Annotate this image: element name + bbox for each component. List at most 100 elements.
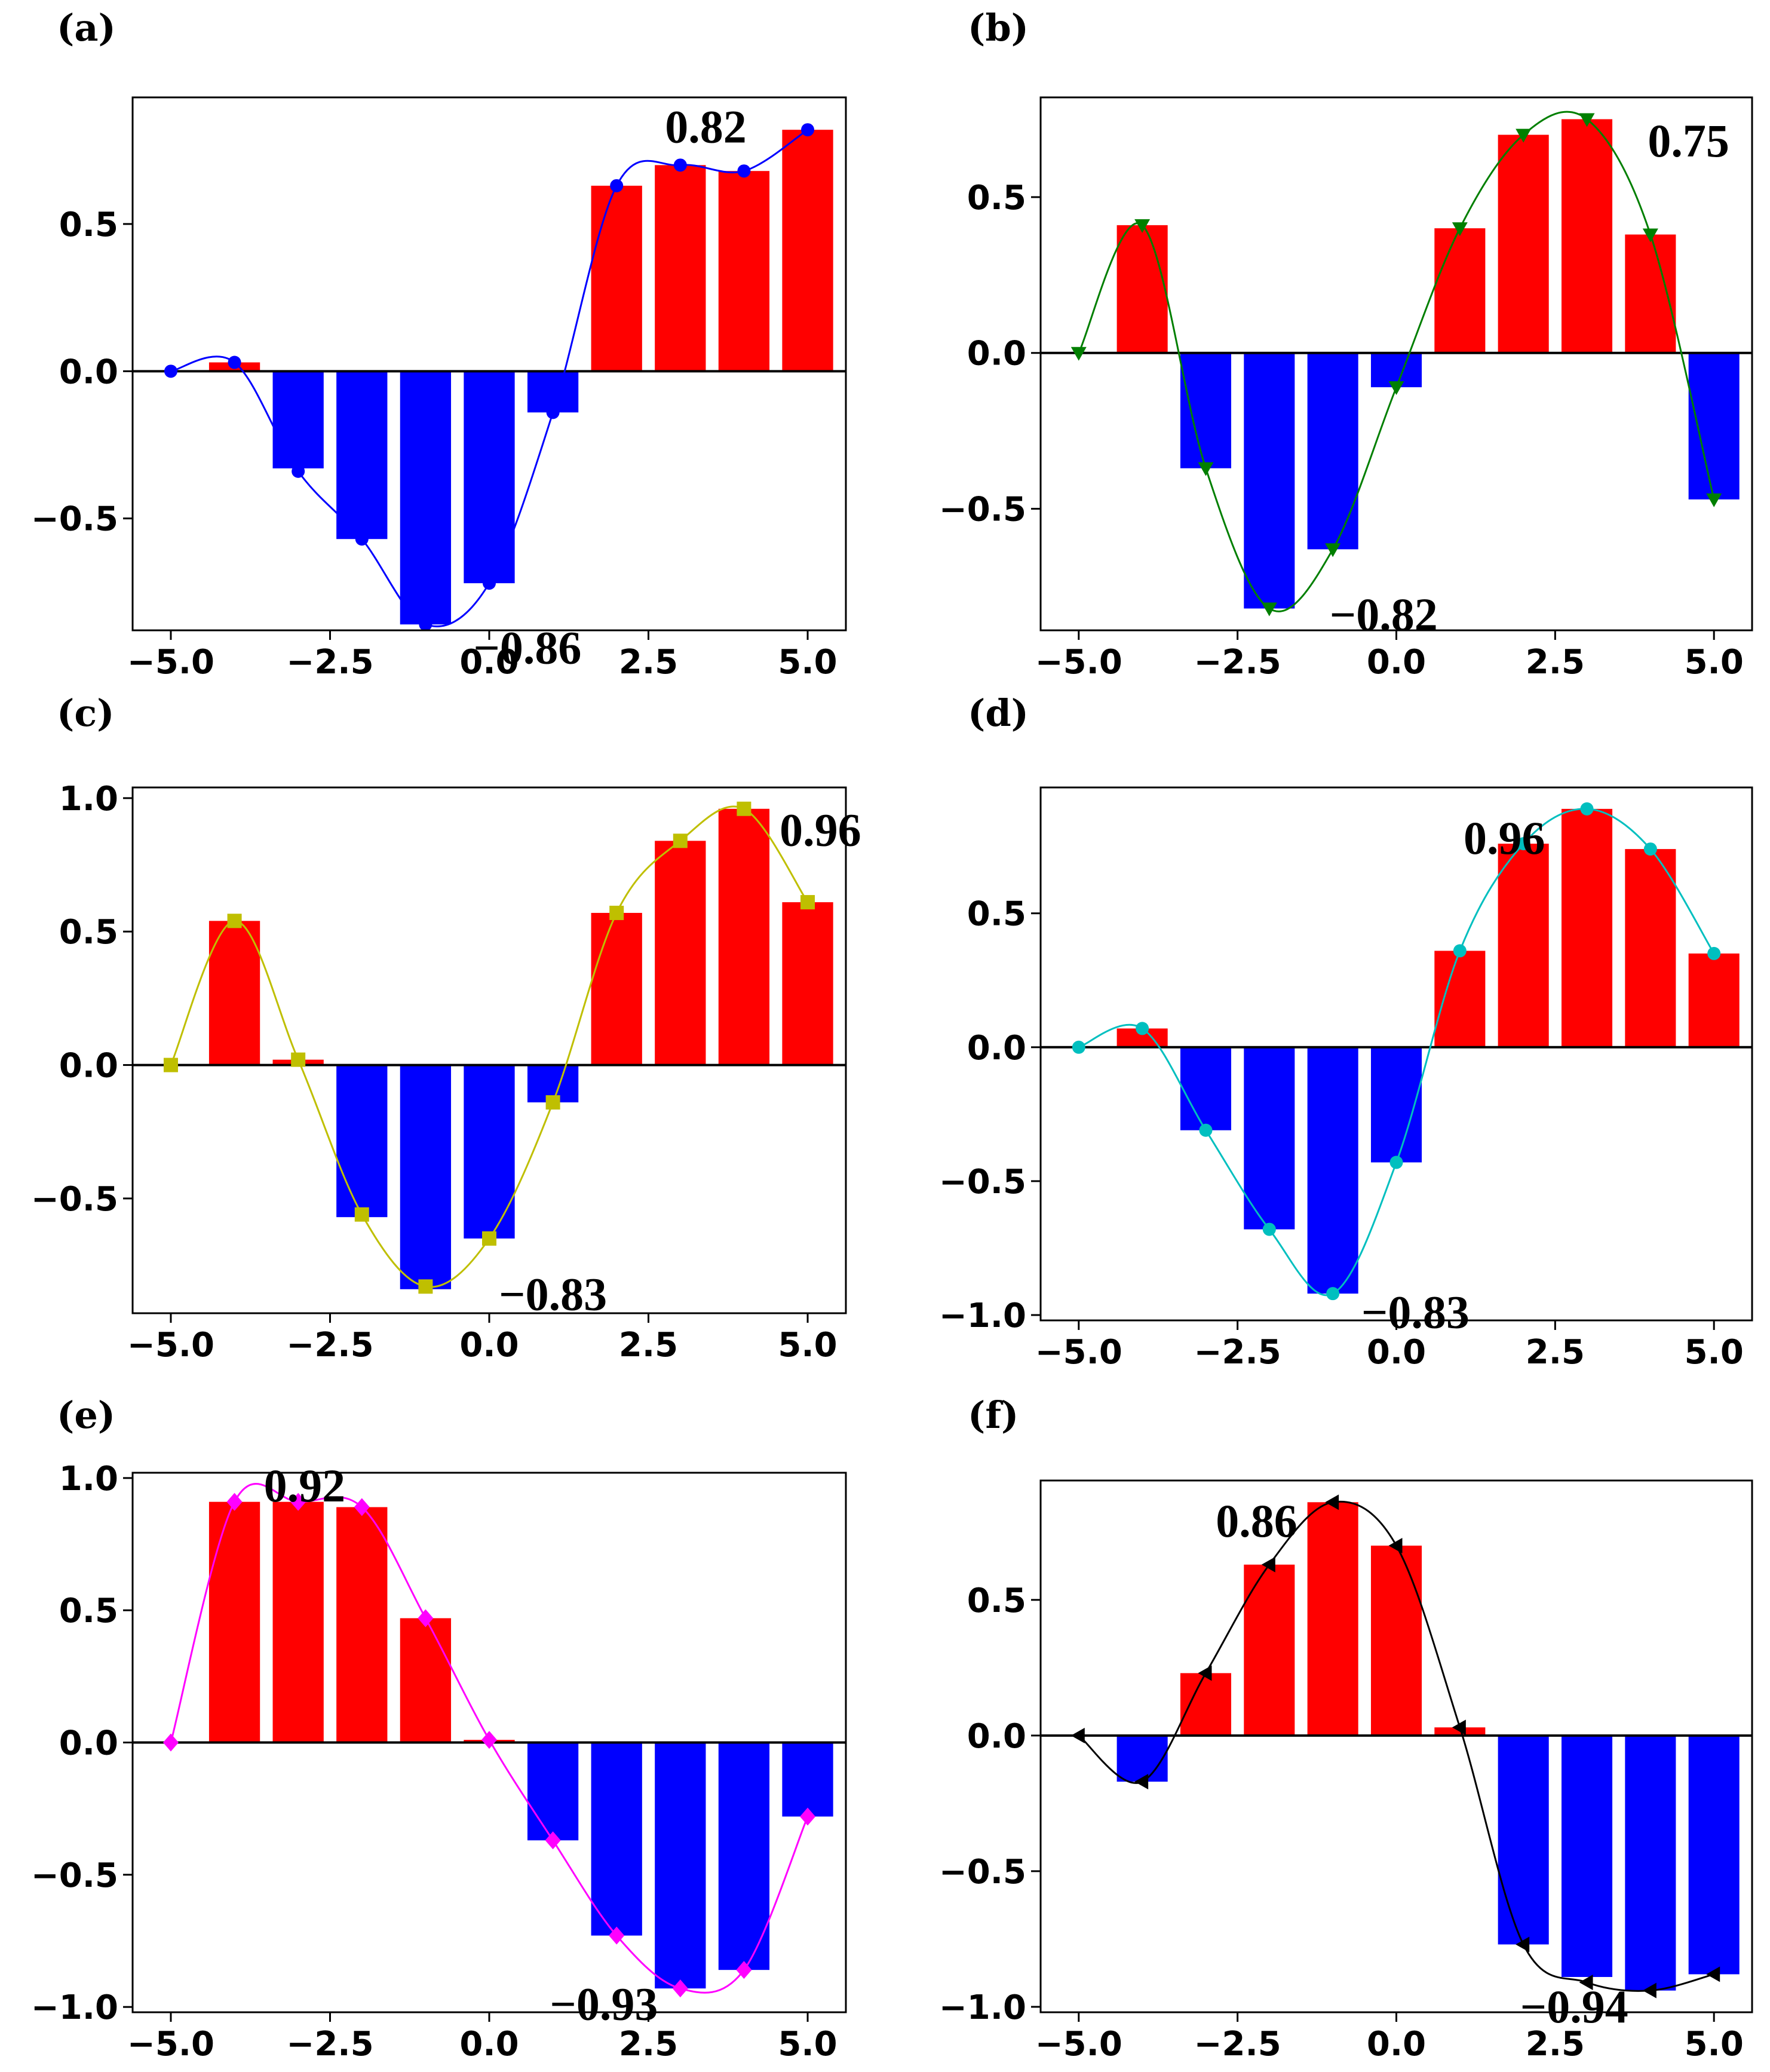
peak-annotation: −0.83 xyxy=(1361,1286,1470,1338)
data-point xyxy=(1198,1665,1212,1681)
data-point xyxy=(1643,842,1657,856)
data-point xyxy=(1325,543,1341,557)
bar xyxy=(1498,844,1549,1047)
x-tick-label: −2.5 xyxy=(1194,643,1281,682)
bar xyxy=(655,1742,706,1989)
y-tick-label: 0.0 xyxy=(59,1047,118,1086)
panel-label: (a) xyxy=(57,6,116,50)
data-point xyxy=(481,1731,497,1749)
subplot-a: −5.0 −2.5 0.0 2.5 5.0 −0.5 0.0 0.5 0.82 −0.86 (a) xyxy=(31,6,847,682)
bar xyxy=(782,902,833,1065)
bar xyxy=(1625,234,1676,353)
x-tick-label: −2.5 xyxy=(1194,2025,1281,2064)
peak-annotation: −0.93 xyxy=(550,1978,658,2030)
bar xyxy=(208,1501,260,1743)
bar xyxy=(336,1065,388,1218)
data-point xyxy=(1070,347,1087,361)
panel-label: (f) xyxy=(968,1393,1019,1437)
bar xyxy=(1244,353,1295,609)
bar xyxy=(1688,1735,1740,1975)
bar xyxy=(1688,953,1740,1047)
bar xyxy=(336,1507,388,1743)
data-point xyxy=(1452,1719,1466,1736)
data-point xyxy=(1199,1123,1213,1137)
data-point xyxy=(1453,944,1467,958)
data-point xyxy=(292,464,305,478)
panel-label: (d) xyxy=(968,691,1029,735)
bar xyxy=(718,171,770,372)
y-tick-label: −1.0 xyxy=(939,1296,1026,1335)
data-point xyxy=(483,577,496,590)
peak-annotation: 0.86 xyxy=(1216,1495,1297,1547)
data-point xyxy=(800,895,815,910)
y-tick-label: −0.5 xyxy=(939,1853,1026,1892)
subplot-e: −5.0 −2.5 0.0 2.5 5.0 −1.0 −0.5 0.0 0.5 1.0 0.92 −0… xyxy=(31,1393,847,2064)
bar xyxy=(1370,1047,1422,1163)
y-tick-label: −0.5 xyxy=(31,1180,118,1219)
data-point xyxy=(1070,1727,1085,1743)
y-tick-label: 0.5 xyxy=(967,895,1026,934)
bar xyxy=(1307,1502,1358,1736)
data-point xyxy=(1325,1494,1339,1510)
data-point xyxy=(737,801,751,816)
data-point xyxy=(1134,219,1151,233)
data-point xyxy=(546,406,560,419)
bar xyxy=(1561,119,1613,353)
data-point xyxy=(1262,1222,1276,1236)
bar xyxy=(591,185,642,372)
data-point xyxy=(737,164,751,178)
bar xyxy=(1307,353,1358,550)
bar xyxy=(1116,1735,1168,1782)
bar xyxy=(591,1742,642,1936)
bar xyxy=(718,808,770,1065)
bar xyxy=(591,912,642,1065)
bar xyxy=(1244,1564,1295,1736)
x-tick-label: −5.0 xyxy=(1035,2025,1122,2064)
bar xyxy=(464,1065,515,1239)
y-tick-label: 0.5 xyxy=(967,1581,1026,1620)
y-tick-label: −1.0 xyxy=(31,1988,118,2027)
bar xyxy=(655,841,706,1065)
bar xyxy=(400,1065,452,1289)
y-tick-label: 0.5 xyxy=(967,179,1026,217)
bar xyxy=(208,921,260,1065)
bar xyxy=(272,1501,324,1743)
y-tick-label: 0.0 xyxy=(967,335,1026,373)
data-point xyxy=(418,1609,434,1627)
x-tick-label: 2.5 xyxy=(1526,1333,1585,1372)
subplot-f: −5.0 −2.5 0.0 2.5 5.0 −1.0 −0.5 0.0 0.5 0.86 −0.94… xyxy=(939,1393,1753,2064)
subplot-b: −5.0 −2.5 0.0 2.5 5.0 −0.5 0.0 0.5 0.75 −0.82 (b) xyxy=(939,6,1753,682)
x-tick-label: 2.5 xyxy=(619,643,678,682)
data-point xyxy=(1388,1537,1403,1553)
peak-annotation: −0.83 xyxy=(499,1268,607,1320)
data-point xyxy=(673,833,688,848)
data-point xyxy=(1136,1022,1149,1035)
bar xyxy=(782,1742,833,1817)
bar xyxy=(336,371,388,540)
x-tick-label: 0.0 xyxy=(1367,1333,1426,1372)
bar xyxy=(1244,1047,1295,1230)
x-tick-label: 5.0 xyxy=(778,1326,837,1365)
data-point xyxy=(1579,1975,1593,1991)
subplot-c: −5.0 −2.5 0.0 2.5 5.0 −0.5 0.0 0.5 1.0 0.96 −0.83 (… xyxy=(31,691,861,1365)
bar xyxy=(1625,849,1676,1047)
x-tick-label: 0.0 xyxy=(459,1326,519,1365)
panel-label: (e) xyxy=(57,1393,115,1437)
bar xyxy=(527,371,579,413)
bar xyxy=(1434,228,1486,353)
x-tick-label: 5.0 xyxy=(1685,1333,1744,1372)
data-point xyxy=(354,1498,370,1516)
y-tick-label: −1.0 xyxy=(939,1988,1026,2027)
data-point xyxy=(545,1831,561,1850)
bar xyxy=(272,371,324,468)
panel-label: (c) xyxy=(57,691,114,735)
data-point xyxy=(1706,493,1722,507)
x-tick-label: −2.5 xyxy=(286,1326,373,1365)
data-point xyxy=(673,158,687,172)
data-point xyxy=(1579,113,1595,127)
data-point xyxy=(1516,128,1532,143)
peak-annotation: 0.75 xyxy=(1648,115,1729,167)
bar xyxy=(655,165,706,372)
data-point xyxy=(164,364,177,378)
